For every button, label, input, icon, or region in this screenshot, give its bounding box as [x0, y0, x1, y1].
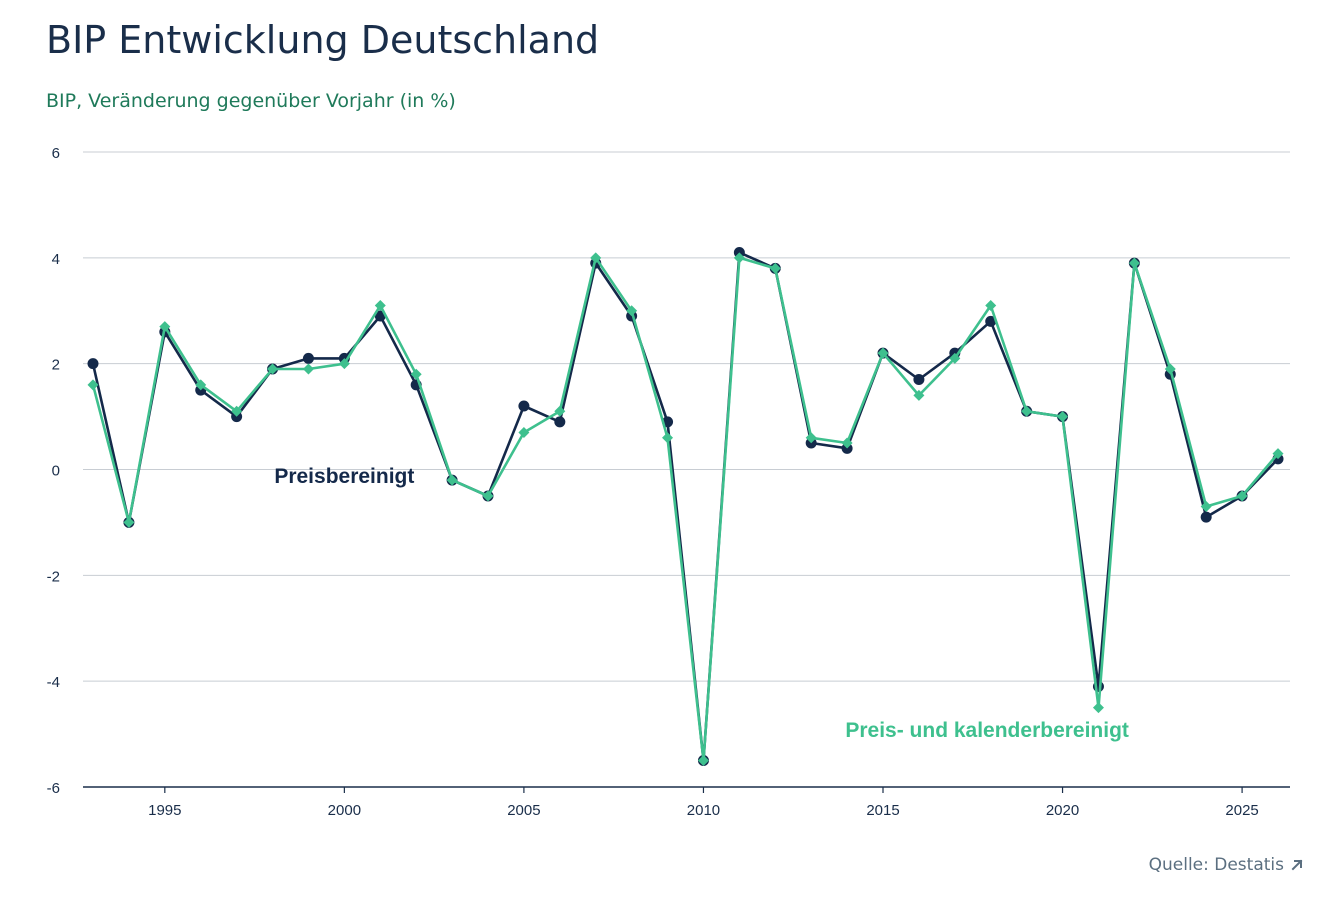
y-tick-label: -2 — [47, 568, 60, 585]
data-point — [733, 252, 745, 264]
data-point — [410, 368, 422, 380]
series-annotation: Preisbereinigt — [274, 465, 414, 488]
data-point — [949, 352, 961, 364]
data-point — [267, 363, 279, 375]
x-tick-label: 2025 — [1225, 802, 1258, 819]
series-preis-und-kalenderbereinigt — [87, 252, 1284, 767]
y-tick-label: -4 — [47, 674, 60, 691]
data-point — [446, 474, 458, 486]
y-tick-label: 2 — [52, 357, 60, 374]
data-point — [769, 262, 781, 274]
data-point — [985, 299, 997, 311]
data-point — [302, 352, 314, 364]
arrow-up-right-icon — [1291, 859, 1303, 871]
page-title: BIP Entwicklung Deutschland — [46, 18, 600, 62]
data-point — [626, 305, 638, 317]
data-point — [195, 379, 207, 391]
data-point — [877, 347, 889, 359]
data-point — [338, 358, 350, 370]
data-point — [1236, 490, 1248, 502]
data-point — [1057, 411, 1069, 423]
x-tick-label: 1995 — [148, 802, 181, 819]
x-tick-label: 2020 — [1046, 802, 1079, 819]
data-point — [123, 516, 135, 528]
data-point — [518, 426, 530, 438]
data-point — [913, 374, 925, 386]
x-tick-label: 2010 — [687, 802, 720, 819]
series-line — [91, 256, 1279, 762]
data-point — [1200, 501, 1212, 513]
source-label: Quelle: Destatis — [1148, 855, 1284, 875]
chart-subtitle: BIP, Veränderung gegenüber Vorjahr (in %… — [46, 90, 456, 112]
data-point — [518, 400, 530, 412]
data-point — [1021, 405, 1033, 417]
data-point — [374, 299, 386, 311]
data-point — [302, 363, 314, 375]
data-point — [985, 315, 997, 327]
data-point — [697, 755, 709, 767]
y-tick-label: 0 — [52, 463, 60, 480]
data-point — [231, 405, 243, 417]
source-link[interactable]: Quelle: Destatis — [1149, 855, 1304, 875]
y-tick-label: 4 — [52, 251, 60, 268]
data-point — [1272, 448, 1284, 460]
y-tick-label: -6 — [47, 780, 60, 797]
data-point — [913, 389, 925, 401]
data-point — [87, 358, 99, 370]
series-labels: Preisbereinigt Preis- und kalenderbereini… — [274, 465, 1129, 742]
grid-lines — [83, 151, 1290, 682]
data-point — [554, 405, 566, 417]
data-point — [1164, 363, 1176, 375]
x-tick-label: 2005 — [507, 802, 540, 819]
data-point — [1200, 511, 1212, 523]
data-point — [482, 490, 494, 502]
y-tick-label: 6 — [52, 145, 60, 162]
x-tick-label: 2000 — [328, 802, 361, 819]
x-tick-label: 2015 — [866, 802, 899, 819]
axes: -6 -4 -2 0 2 4 6 1995 2000 2005 2010 2015 2020 2025 — [47, 145, 1290, 819]
data-point — [1092, 702, 1104, 714]
data-point — [662, 432, 674, 444]
data-point — [841, 437, 853, 449]
data-point — [159, 321, 171, 333]
series-preisbereinigt — [87, 247, 1284, 767]
data-point — [805, 432, 817, 444]
data-point — [1128, 257, 1140, 269]
series-lines — [87, 247, 1284, 767]
data-point — [590, 252, 602, 264]
series-annotation: Preis- und kalenderbereinigt — [845, 719, 1129, 742]
data-point — [87, 379, 99, 391]
data-point — [554, 416, 566, 428]
